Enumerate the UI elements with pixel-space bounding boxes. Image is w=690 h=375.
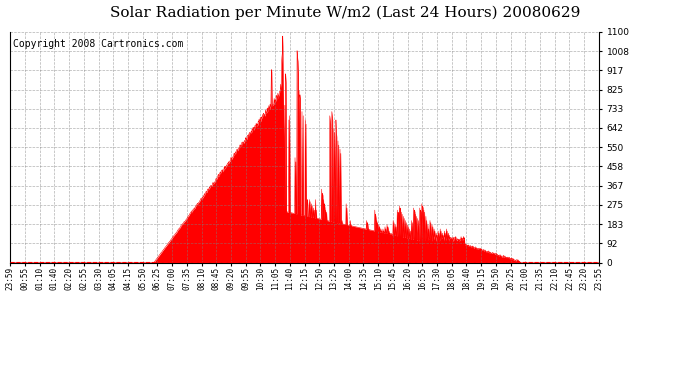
Text: Solar Radiation per Minute W/m2 (Last 24 Hours) 20080629: Solar Radiation per Minute W/m2 (Last 24… <box>110 6 580 20</box>
Text: Copyright 2008 Cartronics.com: Copyright 2008 Cartronics.com <box>13 39 184 49</box>
